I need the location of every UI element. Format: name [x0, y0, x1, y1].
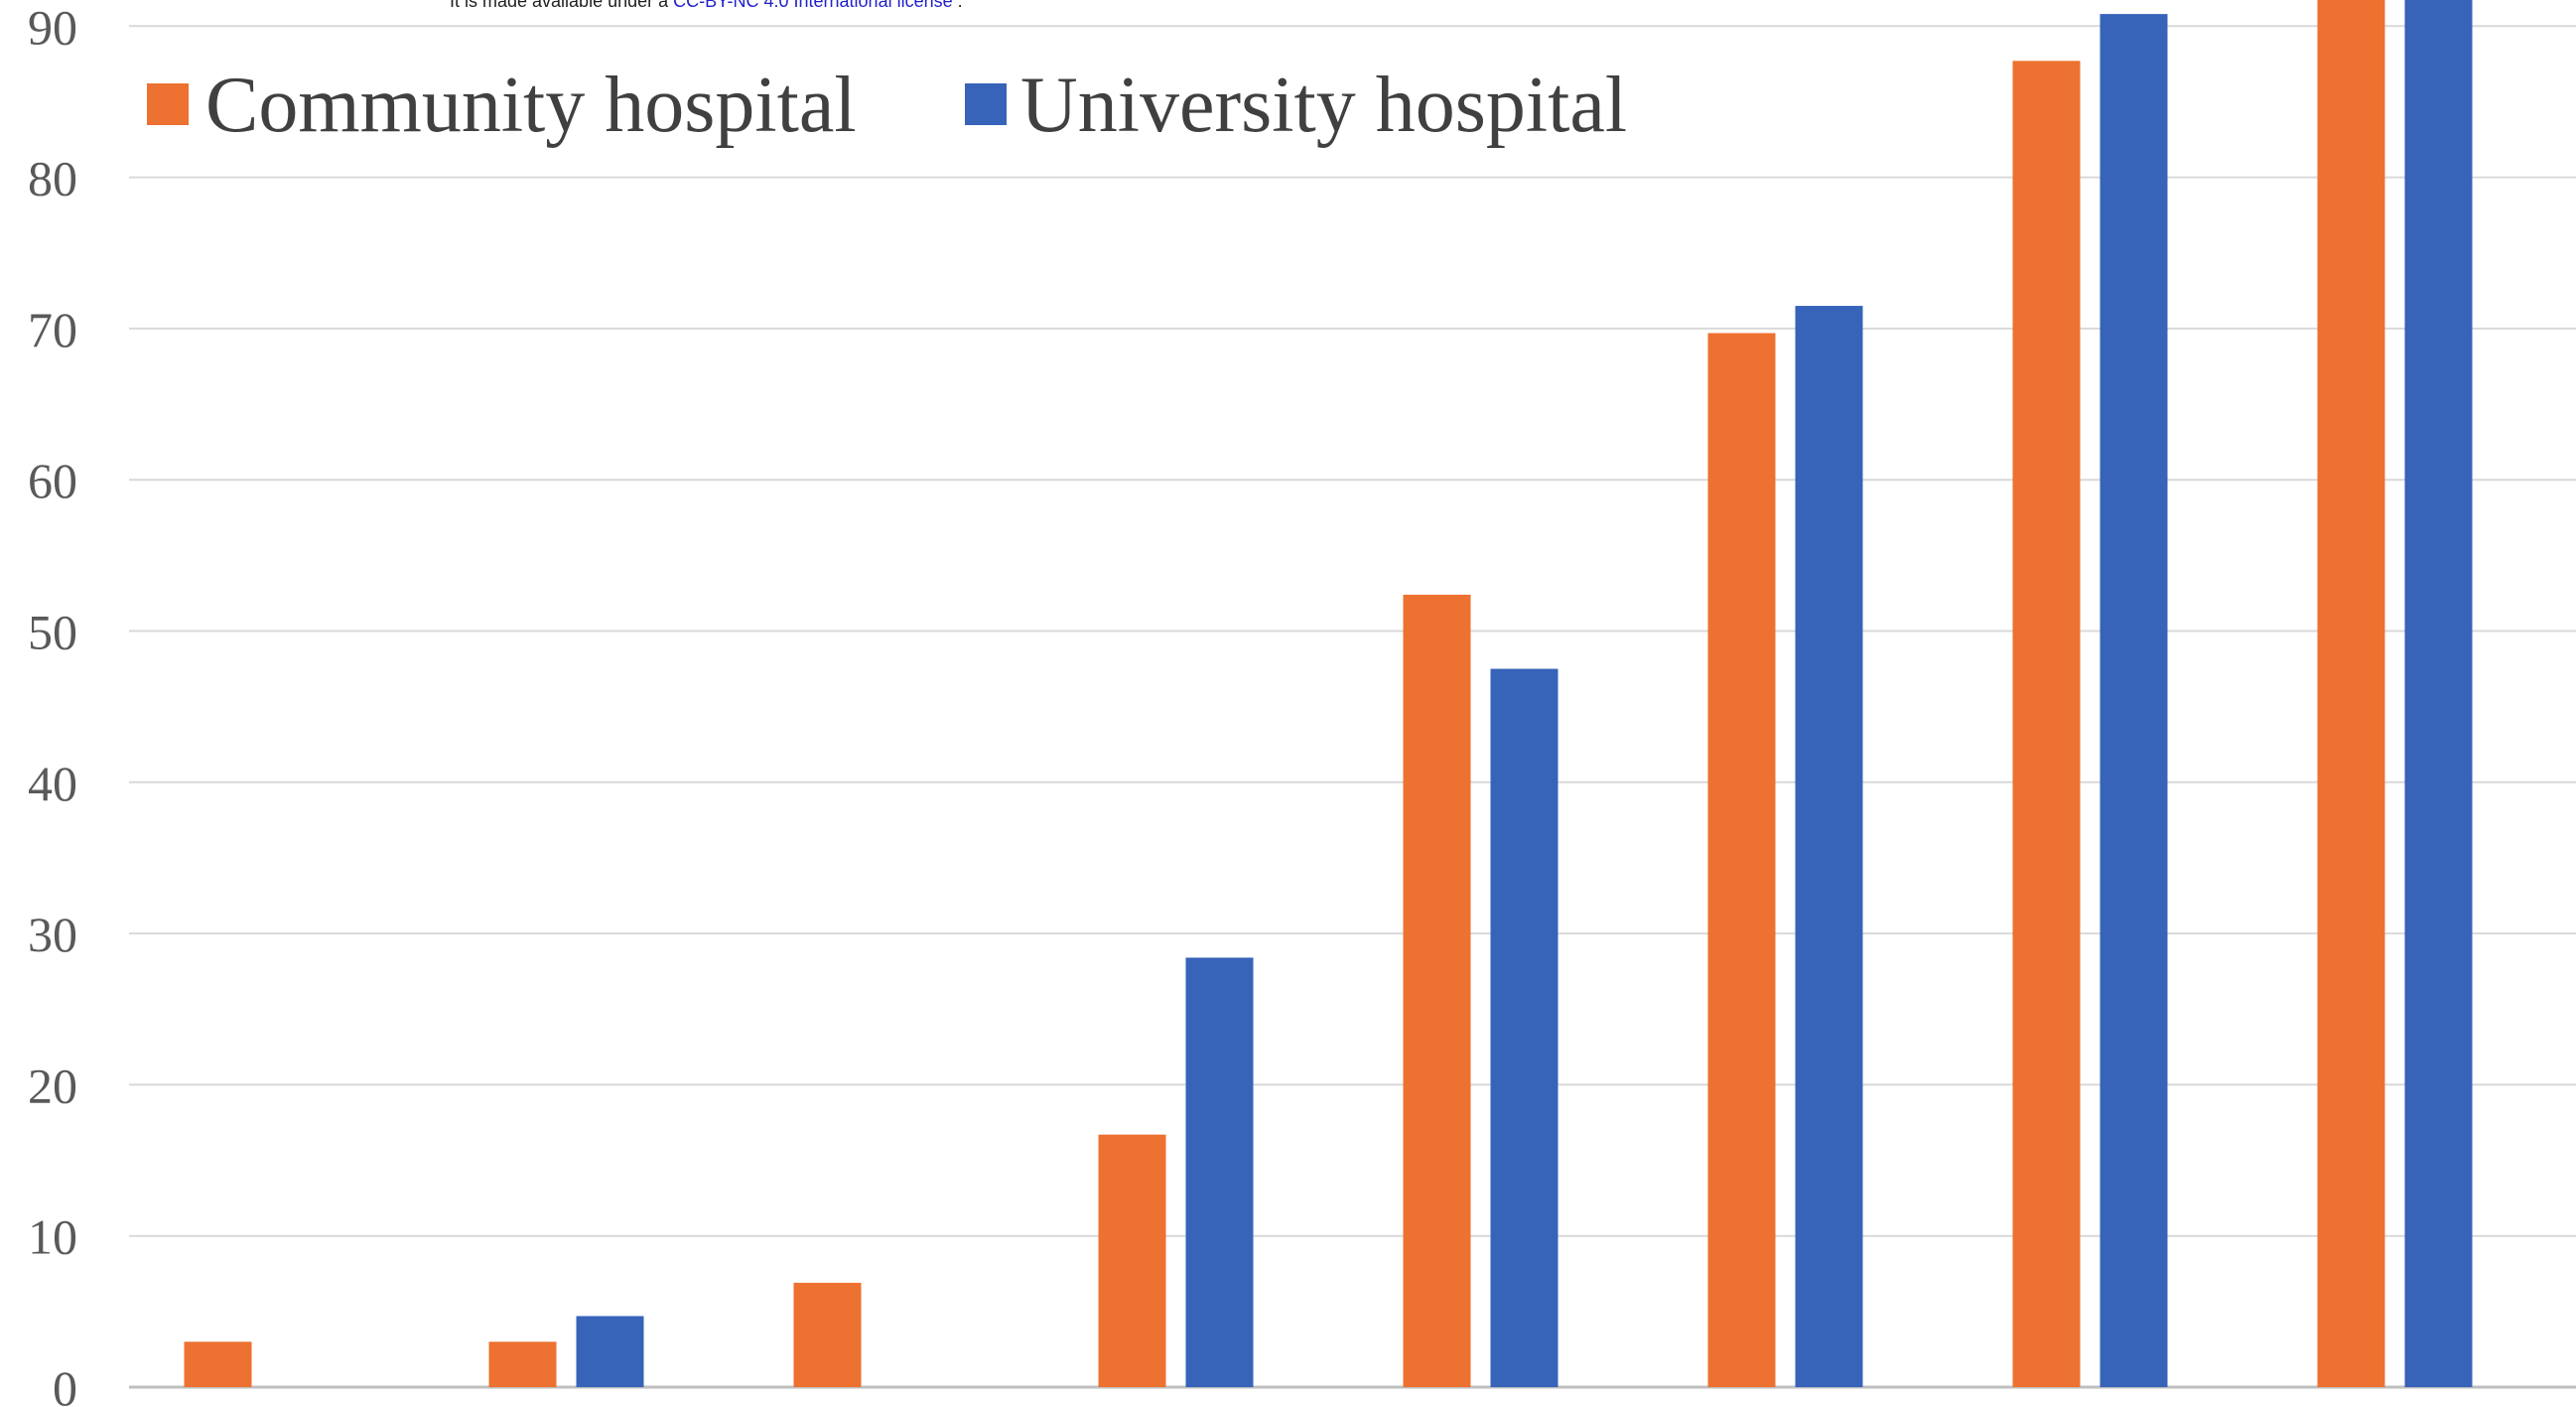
- gridlines: [129, 25, 2576, 1389]
- legend-label: University hospital: [1020, 62, 1627, 149]
- bars: [184, 0, 2473, 1388]
- y-tick-label: 60: [28, 453, 77, 508]
- bar-community: [1098, 1134, 1166, 1387]
- bar-university: [1185, 957, 1254, 1387]
- y-tick-label: 30: [28, 907, 77, 962]
- bar-community: [793, 1282, 862, 1387]
- bar-university: [2404, 0, 2473, 1387]
- bar-community: [1707, 333, 1776, 1387]
- y-tick-label: 0: [53, 1360, 77, 1407]
- legend: Community hospital University hospital: [147, 62, 1627, 149]
- license-notice-prefix: It is made available under a: [450, 0, 674, 11]
- bar-university: [1795, 306, 1863, 1388]
- license-notice: It is made available under a CC-BY-NC 4.…: [450, 0, 963, 12]
- license-link[interactable]: CC-BY-NC 4.0 International license: [673, 0, 953, 11]
- y-tick-label: 20: [28, 1057, 77, 1113]
- bar-university: [2100, 14, 2168, 1388]
- license-notice-suffix: .: [952, 0, 963, 11]
- bar-university: [576, 1316, 644, 1387]
- y-tick-label: 40: [28, 756, 77, 811]
- bar-university: [1490, 668, 1559, 1387]
- y-tick-label: 80: [28, 151, 77, 207]
- bar-community: [2012, 61, 2081, 1388]
- bar-community: [1403, 594, 1471, 1387]
- y-axis-tick-labels: 0 10 20 30 40 50 60 70 80 90: [28, 0, 77, 1407]
- bar-community: [184, 1341, 252, 1387]
- y-tick-label: 50: [28, 605, 77, 660]
- bar-community: [2317, 0, 2385, 1387]
- legend-label: Community hospital: [205, 62, 857, 149]
- legend-swatch: [147, 83, 189, 125]
- y-tick-label: 10: [28, 1209, 77, 1265]
- y-tick-label: 90: [28, 0, 77, 55]
- bar-community: [488, 1341, 557, 1387]
- legend-swatch: [965, 83, 1007, 125]
- y-tick-label: 70: [28, 302, 77, 357]
